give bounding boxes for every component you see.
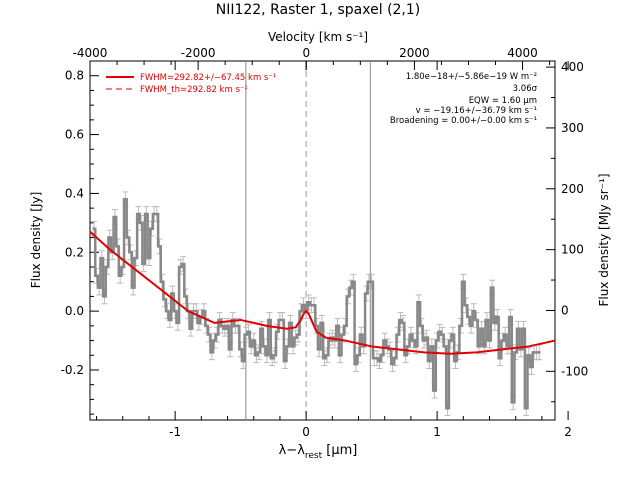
- legend-entry-fwhm-th: FWHM_th=292.82 km s⁻¹: [140, 85, 248, 95]
- top-tick-label-2: 0: [302, 46, 310, 60]
- right-tick-label-3: 200: [561, 182, 584, 196]
- annotation-eqw: EQW = 1.60 μm: [469, 96, 537, 106]
- plot-frame: [89, 60, 556, 421]
- annotation-broadening: Broadening = 0.00+/−0.00 km s⁻¹: [390, 116, 537, 126]
- y-axis-label-right: Flux density [MJy sr⁻¹]: [597, 173, 611, 306]
- right-tick-label-4: 300: [561, 121, 584, 135]
- y-tick-label-0: -0.2: [61, 363, 84, 377]
- y-tick-label-3: 0.4: [65, 186, 84, 200]
- y-tick-label-2: 0.2: [65, 245, 84, 259]
- y-axis-label-left: Flux density [Jy]: [29, 192, 43, 289]
- top-tick-label-0: -4000: [73, 46, 108, 60]
- top-tick-label-3: 2000: [399, 46, 430, 60]
- fit-line: [89, 230, 556, 355]
- x-tick-label-1: 0: [302, 425, 310, 439]
- top-axis-label: Velocity [km s⁻¹]: [268, 30, 368, 44]
- annotation-velocity: v = −19.16+/−36.79 km s⁻¹: [416, 106, 537, 116]
- legend-entry-fwhm: FWHM=292.82+/−67.45 km s⁻¹: [140, 73, 276, 83]
- annotation-sigma: 3.06σ: [513, 84, 538, 94]
- chart-title: NII122, Raster 1, spaxel (2,1): [216, 2, 421, 18]
- x-axis-label: λ−λrest [μm]: [279, 443, 358, 461]
- legend: FWHM=292.82+/−67.45 km s⁻¹ FWHM_th=292.8…: [106, 73, 276, 95]
- y-tick-label-4: 0.6: [65, 128, 84, 142]
- y-tick-label-1: 0.0: [65, 304, 84, 318]
- right-tick-label-2: 100: [561, 243, 584, 257]
- x-tick-label-3: 2: [564, 425, 572, 439]
- x-axis-label-unit: [μm]: [322, 443, 357, 458]
- x-axis-label-sub: rest: [305, 451, 323, 461]
- right-tick-label-1: 0: [561, 303, 569, 317]
- right-tick-label-0: -100: [561, 364, 588, 378]
- annotation-flux: 1.80e−18+/−5.86e−19 W m⁻²: [406, 72, 537, 82]
- data-step-line: [92, 198, 541, 410]
- x-tick-label-2: 1: [433, 425, 441, 439]
- x-axis-label-main: λ−λ: [279, 443, 306, 458]
- right-tick-label-5: 400: [561, 60, 584, 74]
- x-tick-label-0: -1: [169, 425, 181, 439]
- annotations: 1.80e−18+/−5.86e−19 W m⁻² 3.06σ EQW = 1.…: [390, 72, 538, 126]
- y-tick-label-5: 0.8: [65, 69, 84, 83]
- top-tick-label-4: 4000: [507, 46, 538, 60]
- top-tick-label-1: -2000: [181, 46, 216, 60]
